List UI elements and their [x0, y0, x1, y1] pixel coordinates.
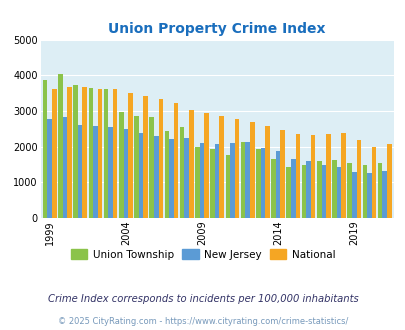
- Bar: [351, 172, 356, 218]
- Bar: [371, 147, 375, 218]
- Bar: [286, 167, 290, 218]
- Legend: Union Township, New Jersey, National: Union Township, New Jersey, National: [66, 245, 339, 264]
- Bar: [310, 135, 315, 218]
- Bar: [119, 112, 123, 218]
- Bar: [245, 142, 249, 218]
- Bar: [88, 88, 93, 218]
- Bar: [347, 163, 351, 218]
- Title: Union Property Crime Index: Union Property Crime Index: [108, 22, 325, 36]
- Bar: [386, 144, 390, 218]
- Bar: [234, 119, 239, 218]
- Bar: [214, 144, 219, 218]
- Bar: [184, 138, 189, 218]
- Bar: [113, 89, 117, 218]
- Bar: [301, 165, 305, 218]
- Bar: [195, 147, 199, 218]
- Bar: [82, 87, 87, 218]
- Bar: [189, 110, 193, 218]
- Bar: [356, 140, 360, 218]
- Bar: [377, 163, 382, 218]
- Bar: [98, 89, 102, 218]
- Bar: [362, 165, 366, 218]
- Bar: [62, 117, 67, 218]
- Bar: [280, 130, 284, 218]
- Bar: [139, 133, 143, 218]
- Bar: [256, 149, 260, 218]
- Bar: [295, 134, 299, 218]
- Bar: [264, 126, 269, 218]
- Bar: [128, 93, 132, 218]
- Bar: [331, 160, 336, 218]
- Bar: [199, 143, 204, 218]
- Bar: [316, 161, 321, 218]
- Bar: [290, 159, 295, 218]
- Bar: [78, 125, 82, 218]
- Bar: [204, 113, 208, 218]
- Bar: [58, 74, 62, 218]
- Bar: [179, 127, 184, 218]
- Bar: [173, 103, 178, 218]
- Bar: [164, 131, 169, 218]
- Bar: [149, 116, 153, 218]
- Bar: [219, 115, 224, 218]
- Bar: [210, 149, 214, 218]
- Bar: [271, 159, 275, 218]
- Bar: [153, 136, 158, 218]
- Bar: [249, 121, 254, 218]
- Bar: [336, 167, 341, 218]
- Bar: [104, 89, 108, 218]
- Bar: [108, 127, 113, 218]
- Bar: [275, 151, 280, 218]
- Bar: [143, 96, 147, 218]
- Bar: [134, 115, 139, 218]
- Bar: [47, 119, 52, 218]
- Bar: [93, 126, 98, 218]
- Bar: [341, 133, 345, 218]
- Bar: [123, 129, 128, 218]
- Bar: [67, 87, 72, 218]
- Text: Crime Index corresponds to incidents per 100,000 inhabitants: Crime Index corresponds to incidents per…: [47, 294, 358, 304]
- Bar: [321, 165, 325, 218]
- Bar: [325, 134, 330, 218]
- Bar: [52, 89, 56, 218]
- Bar: [240, 142, 245, 218]
- Bar: [158, 99, 163, 218]
- Bar: [366, 173, 371, 218]
- Bar: [225, 155, 230, 218]
- Bar: [73, 85, 78, 218]
- Bar: [43, 80, 47, 218]
- Bar: [260, 148, 264, 218]
- Text: © 2025 CityRating.com - https://www.cityrating.com/crime-statistics/: © 2025 CityRating.com - https://www.city…: [58, 317, 347, 326]
- Bar: [230, 143, 234, 218]
- Bar: [169, 139, 173, 218]
- Bar: [305, 161, 310, 218]
- Bar: [382, 172, 386, 218]
